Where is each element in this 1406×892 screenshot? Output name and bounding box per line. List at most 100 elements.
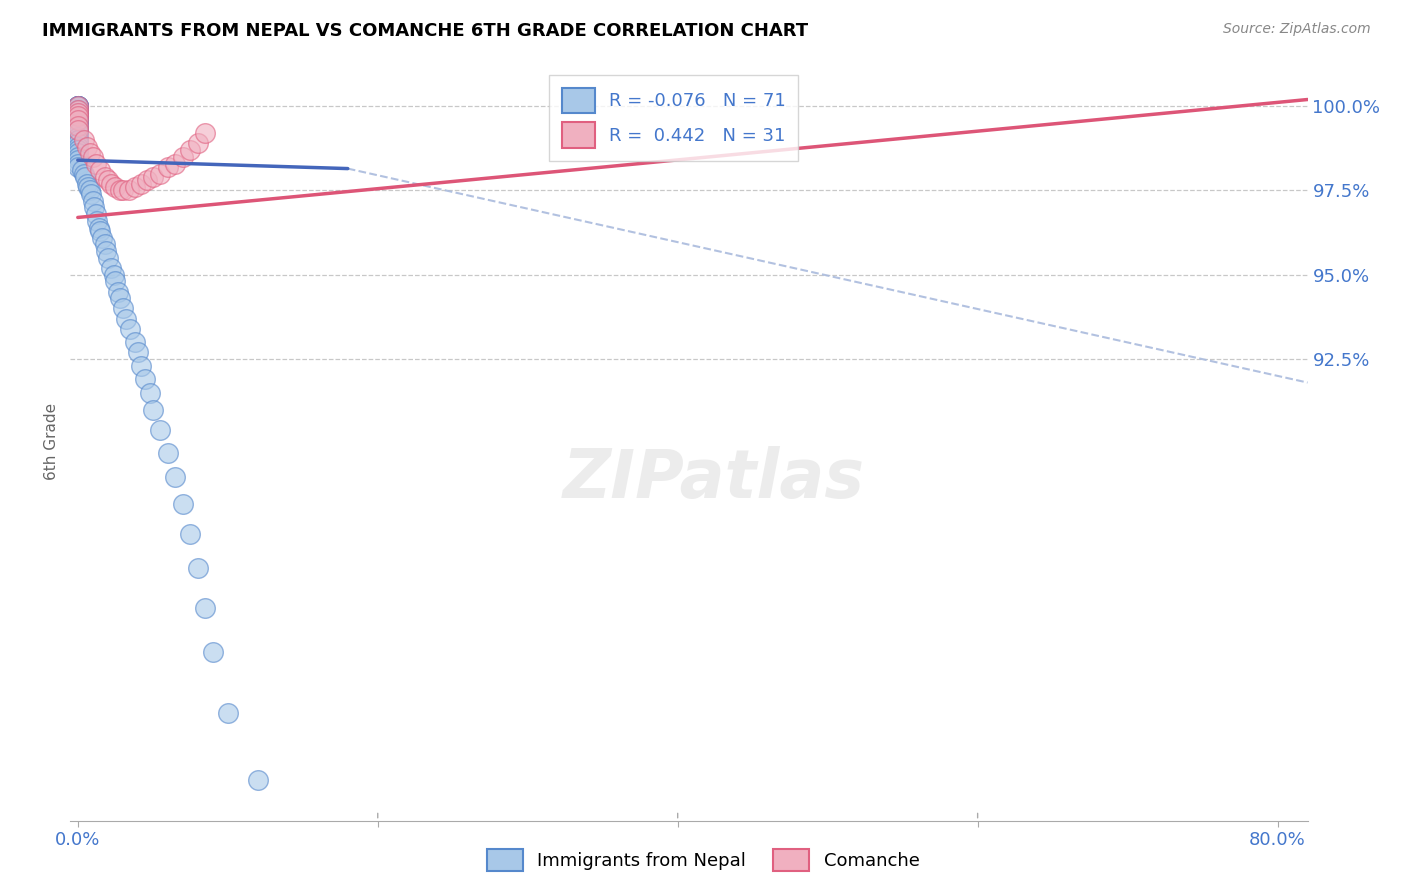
Point: [66, 146, 89, 161]
Point: [156, 446, 179, 460]
Point: [66, 103, 89, 117]
Point: [179, 143, 201, 157]
Point: [149, 167, 172, 181]
Point: [66, 112, 89, 127]
Point: [111, 184, 134, 198]
Point: [66, 136, 89, 151]
Point: [66, 112, 89, 127]
Point: [83, 200, 105, 214]
Point: [142, 169, 165, 184]
Point: [66, 106, 89, 120]
Point: [142, 402, 165, 417]
Point: [156, 160, 179, 174]
Point: [89, 163, 111, 178]
Point: [217, 706, 239, 720]
Point: [66, 150, 89, 164]
Point: [82, 150, 104, 164]
Point: [107, 285, 129, 299]
Point: [90, 230, 112, 244]
Point: [66, 99, 89, 113]
Point: [104, 180, 127, 194]
Point: [66, 133, 89, 147]
Legend: Immigrants from Nepal, Comanche: Immigrants from Nepal, Comanche: [479, 842, 927, 879]
Point: [66, 103, 89, 117]
Point: [66, 160, 89, 174]
Point: [179, 527, 201, 541]
Point: [120, 321, 142, 335]
Point: [108, 184, 131, 198]
Point: [201, 645, 224, 659]
Point: [135, 173, 157, 187]
Point: [100, 260, 122, 275]
Point: [66, 139, 89, 153]
Point: [187, 136, 209, 151]
Point: [66, 106, 89, 120]
Point: [73, 133, 96, 147]
Point: [66, 99, 89, 113]
Point: [66, 156, 89, 170]
Point: [66, 99, 89, 113]
Point: [96, 244, 118, 259]
Point: [129, 359, 152, 373]
Point: [66, 133, 89, 147]
Point: [75, 169, 97, 184]
Point: [94, 169, 117, 184]
Point: [66, 129, 89, 144]
Point: [66, 106, 89, 120]
Point: [114, 311, 136, 326]
Point: [66, 123, 89, 137]
Point: [124, 180, 146, 194]
Point: [66, 116, 89, 130]
Point: [246, 773, 269, 788]
Point: [118, 184, 141, 198]
Point: [194, 601, 217, 615]
Point: [66, 99, 89, 113]
Point: [66, 120, 89, 134]
Point: [66, 99, 89, 113]
Point: [129, 177, 152, 191]
Point: [172, 497, 194, 511]
Legend: R = -0.076   N = 71, R =  0.442   N = 31: R = -0.076 N = 71, R = 0.442 N = 31: [550, 75, 799, 161]
Point: [87, 220, 110, 235]
Point: [149, 423, 172, 437]
Point: [76, 139, 98, 153]
Point: [72, 163, 94, 178]
Point: [76, 177, 98, 191]
Point: [97, 251, 120, 265]
Point: [66, 123, 89, 137]
Point: [66, 109, 89, 123]
Text: IMMIGRANTS FROM NEPAL VS COMANCHE 6TH GRADE CORRELATION CHART: IMMIGRANTS FROM NEPAL VS COMANCHE 6TH GR…: [42, 22, 808, 40]
Point: [66, 99, 89, 113]
Point: [187, 561, 209, 575]
Point: [100, 177, 122, 191]
Point: [77, 180, 100, 194]
Point: [79, 184, 101, 198]
Point: [66, 112, 89, 127]
Point: [124, 335, 146, 350]
Point: [66, 103, 89, 117]
Text: ZIPatlas: ZIPatlas: [562, 447, 865, 512]
Point: [80, 186, 103, 201]
Point: [111, 301, 134, 316]
Y-axis label: 6th Grade: 6th Grade: [44, 403, 59, 480]
Point: [66, 99, 89, 113]
Point: [66, 120, 89, 134]
Point: [127, 345, 149, 359]
Point: [73, 167, 96, 181]
Point: [66, 126, 89, 140]
Point: [104, 275, 127, 289]
Point: [89, 224, 111, 238]
Point: [86, 214, 108, 228]
Text: Source: ZipAtlas.com: Source: ZipAtlas.com: [1223, 22, 1371, 37]
Point: [79, 146, 101, 161]
Point: [66, 153, 89, 168]
Point: [172, 150, 194, 164]
Point: [103, 268, 125, 282]
Point: [82, 194, 104, 208]
Point: [108, 291, 131, 305]
Point: [84, 156, 107, 170]
Point: [66, 143, 89, 157]
Point: [66, 109, 89, 123]
Point: [139, 385, 162, 400]
Point: [165, 156, 187, 170]
